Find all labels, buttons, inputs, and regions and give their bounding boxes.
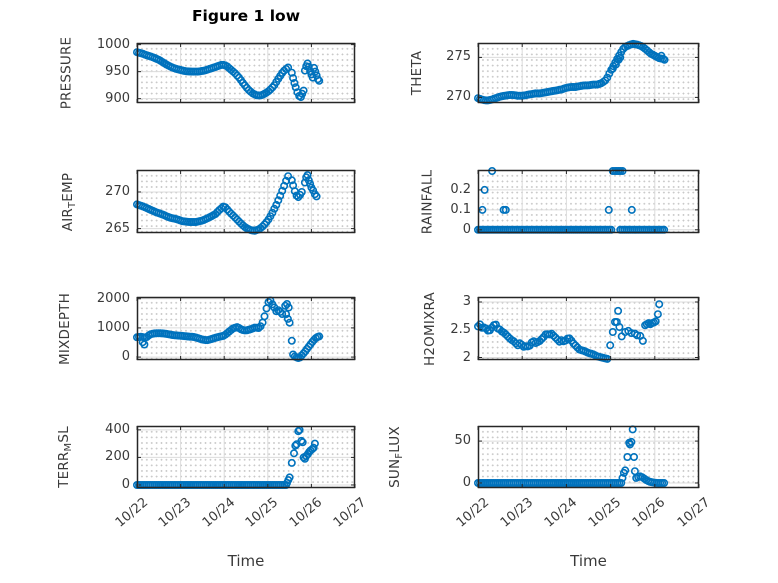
major-gridlines: [478, 170, 699, 233]
scatter-points: [132, 296, 324, 362]
scatter-points: [473, 425, 669, 487]
scatter-points: [132, 171, 321, 235]
plot-area: [132, 169, 356, 235]
axes-box: [477, 42, 700, 104]
subplot-theta: 270 275 THETA: [409, 39, 700, 105]
x-tick-label: 10/25: [585, 495, 625, 531]
x-tick-label: 10/27: [674, 495, 713, 531]
x-tick-label: 10/23: [155, 495, 195, 531]
tick-marks: [477, 170, 700, 233]
scatter-points: [473, 39, 669, 105]
scatter-points: [132, 48, 324, 102]
y-axis-label: AIRTEMP: [60, 172, 78, 231]
y-axis-label: RAINFALL: [419, 169, 435, 234]
major-gridlines: [137, 43, 355, 103]
y-tick-label: 0: [121, 349, 130, 365]
x-tick-label: 10/27: [330, 495, 369, 531]
y-tick-label: 900: [105, 90, 130, 106]
x-axis-label: Time: [227, 552, 265, 570]
y-tick-label: 0.1: [450, 201, 471, 217]
y-tick-label: 200: [105, 449, 130, 465]
y-tick-label: 2.5: [450, 321, 471, 337]
major-gridlines: [478, 297, 699, 360]
y-tick-label: 950: [105, 63, 130, 79]
y-tick-label: 50: [454, 433, 471, 449]
axes-box: [477, 425, 700, 489]
y-tick-label: 0: [462, 221, 471, 237]
y-tick-label: 270: [446, 89, 471, 105]
x-tick-label: 10/26: [286, 495, 326, 531]
x-tick-label: 10/24: [199, 495, 238, 531]
scatter-points: [473, 166, 669, 234]
figure-title: Figure 1 low: [191, 7, 301, 25]
plot-area: [132, 296, 356, 362]
x-tick-label: 10/23: [497, 495, 536, 531]
axes-box: [477, 169, 700, 234]
y-tick-label: 2000: [96, 290, 130, 306]
major-gridlines: [137, 426, 355, 488]
tick-marks: [136, 43, 356, 103]
subplot-rainfall: 0 0.1 0.2 RAINFALL: [419, 166, 700, 237]
axes-box: [136, 425, 356, 489]
x-axis-label: Time: [570, 552, 607, 570]
tick-marks: [477, 426, 700, 488]
subplot-terr_msl: 0 200 400 TERRMSL 10/22 10/23 10/24 10/25 10/26 1…: [56, 422, 369, 570]
axes-box: [477, 296, 700, 361]
y-tick-label: 270: [105, 183, 130, 199]
x-tick-label: 10/26: [630, 495, 669, 531]
major-gridlines: [478, 426, 699, 488]
plot-area: [132, 425, 356, 489]
y-axis-label: THETA: [409, 50, 425, 96]
subplot-sun_flux: 0 50 SUNFLUX 10/22 10/23 10/24 10/25 10/26 10/27…: [387, 425, 713, 570]
y-axis-label: PRESSURE: [58, 36, 74, 110]
y-tick-label: 400: [105, 421, 130, 437]
y-axis-label: MIXDEPTH: [57, 292, 74, 365]
y-tick-label: 1000: [96, 319, 130, 335]
x-tick-label: 10/25: [243, 495, 282, 531]
scatter-points: [473, 300, 664, 363]
y-tick-label: 2: [462, 349, 471, 365]
plot-area: [473, 166, 700, 234]
y-axis-label: TERRMSL: [56, 426, 75, 488]
subplot-h2omixra: 2 2.5 3 H2OMIXRA: [422, 292, 700, 365]
y-axis-label: SUNFLUX: [387, 426, 406, 488]
x-tick-label: 10/24: [541, 495, 581, 531]
subplot-air_temp: 265 270 AIRTEMP: [60, 169, 356, 236]
x-tick-label: 10/22: [112, 495, 151, 531]
plot-area: [473, 296, 700, 363]
axes-box: [136, 169, 356, 234]
plot-area: [473, 39, 700, 105]
axes-box: [136, 42, 356, 104]
subplot-pressure: 900 950 1000 PRESSURE: [58, 37, 356, 109]
plot-area: [473, 425, 700, 489]
y-tick-label: 0: [121, 476, 130, 492]
y-tick-label: 275: [446, 49, 471, 65]
x-tick-label: 10/22: [453, 495, 492, 531]
y-tick-label: 0: [462, 474, 471, 490]
subplot-mixdepth: 0 1000 2000 MIXDEPTH: [57, 291, 356, 364]
y-tick-label: 265: [105, 220, 130, 236]
y-tick-label: 3: [462, 294, 471, 309]
y-axis-label: H2OMIXRA: [422, 291, 439, 366]
plot-area: [132, 42, 356, 104]
axes-box: [136, 296, 356, 361]
y-tick-label: 1000: [96, 36, 130, 52]
y-tick-label: 0.2: [450, 181, 471, 197]
